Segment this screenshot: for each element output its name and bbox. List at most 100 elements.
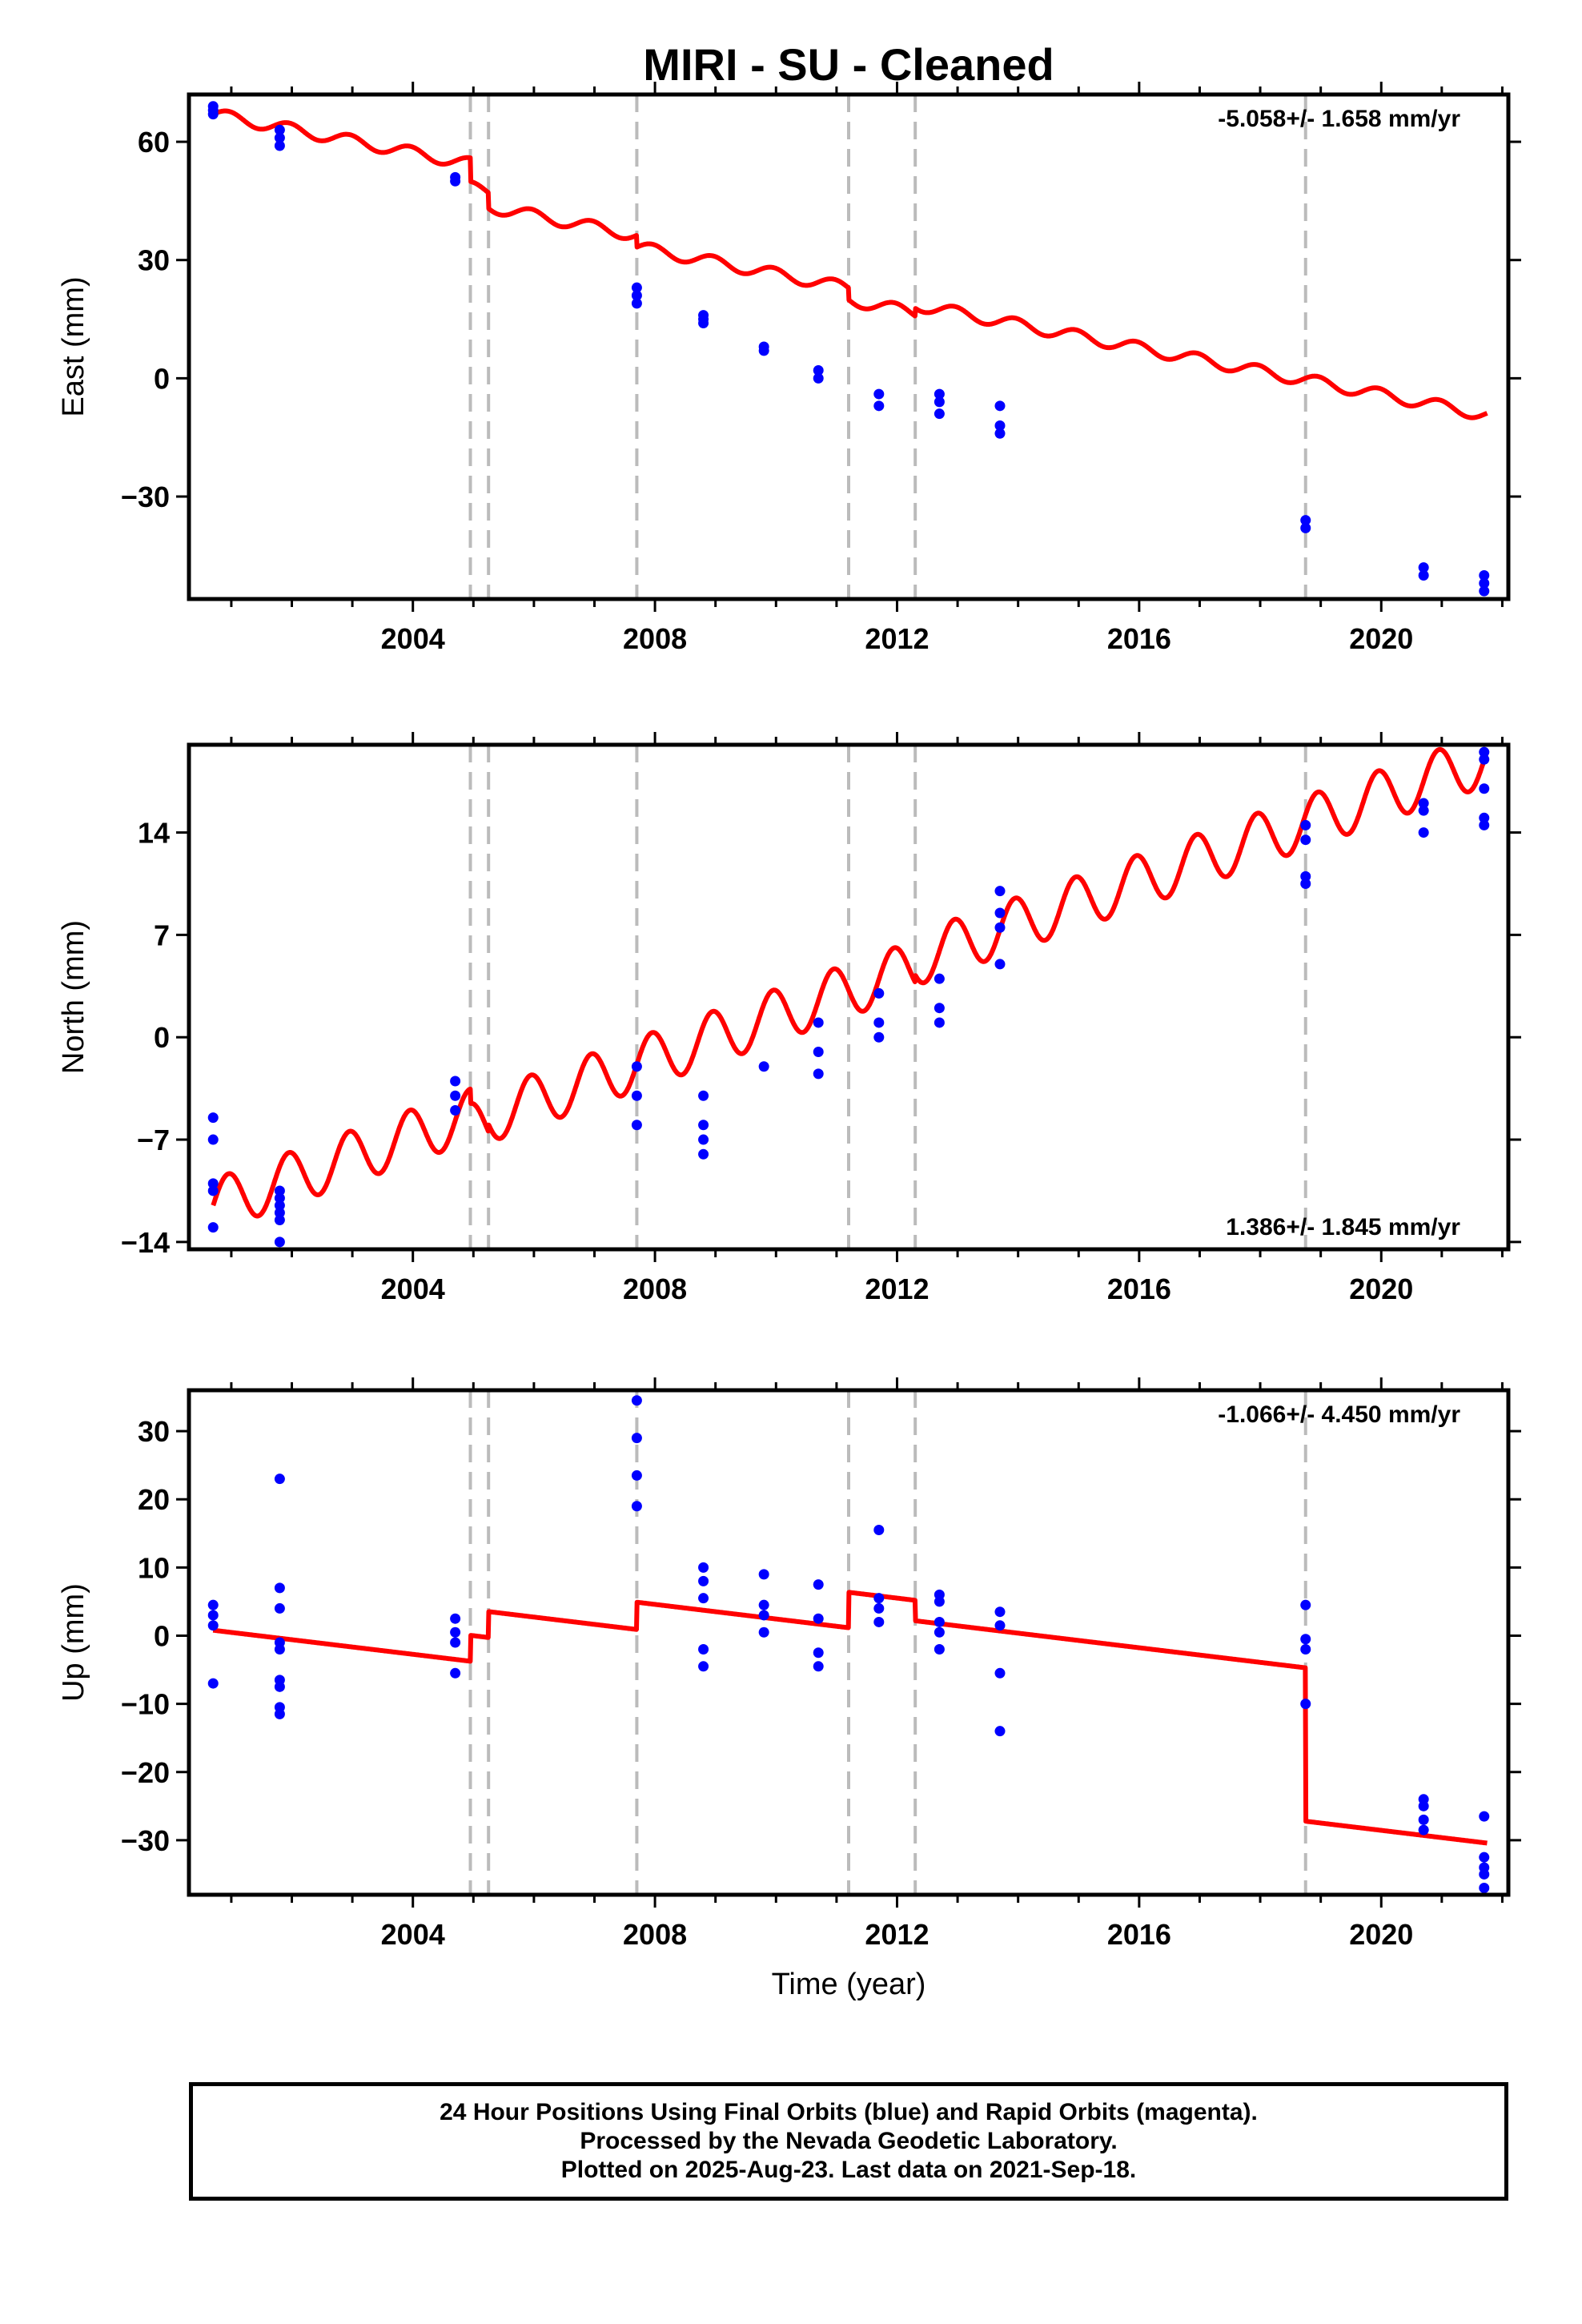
up-x-tick-label: 2020 — [1349, 1918, 1413, 1951]
north-data-point — [631, 1061, 642, 1072]
north-x-tick-label: 2004 — [381, 1273, 445, 1305]
north-y-axis-label: North (mm) — [57, 920, 90, 1074]
north-x-tick-label: 2008 — [623, 1273, 687, 1305]
up-data-point — [813, 1579, 824, 1590]
up-y-tick-label: −10 — [121, 1688, 170, 1721]
east-data-point — [698, 317, 709, 328]
east-data-point — [274, 124, 285, 135]
north-data-point — [450, 1105, 461, 1116]
up-x-tick-label: 2016 — [1107, 1918, 1171, 1951]
north-data-point — [1300, 870, 1311, 882]
up-data-point — [274, 1644, 285, 1655]
north-data-point — [1479, 812, 1490, 823]
north-data-point — [207, 1222, 219, 1233]
up-y-tick-label: −20 — [121, 1756, 170, 1789]
east-y-tick-label: 30 — [138, 244, 170, 277]
east-data-point — [207, 109, 219, 120]
north-data-point — [698, 1148, 709, 1160]
up-y-tick-label: 30 — [138, 1415, 170, 1448]
north-data-point — [1300, 834, 1311, 846]
up-data-point — [1300, 1699, 1311, 1710]
east-data-point — [813, 365, 824, 376]
east-data-point — [1300, 522, 1311, 533]
north-data-point — [207, 1134, 219, 1145]
east-data-point — [1479, 577, 1490, 589]
up-data-point — [1479, 1811, 1490, 1822]
east-x-tick-label: 2012 — [865, 622, 929, 655]
north-data-point — [207, 1178, 219, 1189]
north-data-point — [698, 1120, 709, 1131]
up-y-tick-label: 10 — [138, 1551, 170, 1584]
north-data-point — [274, 1214, 285, 1225]
north-data-point — [274, 1236, 285, 1248]
north-data-point — [934, 973, 945, 984]
east-model-line — [211, 108, 1489, 420]
up-x-tick-label: 2012 — [865, 1918, 929, 1951]
up-data-point — [1418, 1814, 1429, 1825]
up-data-point — [758, 1569, 769, 1580]
east-rate-label: -5.058+/- 1.658 mm/yr — [1218, 106, 1460, 132]
up-data-point — [207, 1599, 219, 1610]
footer-line-2: Processed by the Nevada Geodetic Laborat… — [580, 2128, 1118, 2154]
north-y-tick-label: 7 — [154, 919, 170, 951]
north-y-tick-label: −14 — [121, 1226, 170, 1259]
east-data-point — [994, 428, 1006, 439]
north-x-tick-label: 2012 — [865, 1273, 929, 1305]
up-data-point — [873, 1616, 885, 1627]
north-data-point — [813, 1046, 824, 1057]
up-data-point — [698, 1644, 709, 1655]
north-data-point — [1300, 819, 1311, 830]
up-frame — [187, 1388, 1511, 1897]
up-data-point — [274, 1708, 285, 1719]
up-data-point — [934, 1596, 945, 1607]
up-data-point — [274, 1582, 285, 1594]
up-data-point — [934, 1616, 945, 1627]
north-data-point — [1479, 783, 1490, 794]
east-data-point — [873, 400, 885, 412]
east-panel: 2004 2008 2012 2016 2020 60 30 0 −30 East (mm) -5.… — [57, 82, 1521, 655]
east-data-point — [934, 408, 945, 420]
up-data-point — [1300, 1634, 1311, 1645]
east-x-tick-label: 2020 — [1349, 622, 1413, 655]
north-data-point — [207, 1185, 219, 1196]
north-panel: 2004 2008 2012 2016 2020 14 7 0 −7 −14 North (mm) 1… — [57, 732, 1521, 1305]
up-y-tick-label: −30 — [121, 1824, 170, 1857]
up-data-point — [698, 1562, 709, 1573]
up-data-point — [698, 1575, 709, 1586]
east-data-point — [1300, 515, 1311, 526]
up-data-point — [698, 1661, 709, 1672]
north-data-point — [994, 886, 1006, 897]
up-x-tick-label: 2004 — [381, 1918, 445, 1951]
up-y-axis-label: Up (mm) — [57, 1583, 90, 1702]
up-model-line — [211, 1590, 1489, 1846]
up-data-point — [450, 1637, 461, 1648]
north-data-point — [1418, 805, 1429, 816]
east-y-axis-label: East (mm) — [57, 276, 90, 416]
north-frame — [187, 742, 1511, 1252]
east-data-point — [274, 140, 285, 151]
north-data-point — [1479, 819, 1490, 830]
north-rate-label: 1.386+/- 1.845 mm/yr — [1226, 1214, 1460, 1240]
chart-panels: 2004 2008 2012 2016 2020 60 30 0 −30 East (mm) -5.… — [57, 82, 1521, 2001]
east-data-point — [1479, 569, 1490, 581]
north-y-tick-label: 14 — [138, 817, 170, 850]
footer-info-box: 24 Hour Positions Using Final Orbits (bl… — [189, 2082, 1508, 2201]
up-data-point — [758, 1599, 769, 1610]
east-data-point — [631, 290, 642, 301]
north-x-tick-label: 2016 — [1107, 1273, 1171, 1305]
up-data-point — [934, 1626, 945, 1638]
north-y-tick-label: 0 — [154, 1021, 170, 1054]
north-data-point — [207, 1112, 219, 1124]
up-data-point — [450, 1613, 461, 1624]
up-panel: 2004 2008 2012 2016 2020 30 20 10 0 −10 −20 −30 Up (… — [57, 1377, 1521, 2001]
up-data-point — [994, 1667, 1006, 1679]
up-data-point — [207, 1610, 219, 1621]
north-data-point — [873, 1031, 885, 1043]
east-frame — [187, 92, 1511, 601]
up-data-point — [274, 1681, 285, 1692]
up-data-point — [994, 1726, 1006, 1737]
up-x-axis-label: Time (year) — [772, 1968, 926, 2001]
north-data-point — [274, 1192, 285, 1204]
up-data-point — [873, 1525, 885, 1536]
